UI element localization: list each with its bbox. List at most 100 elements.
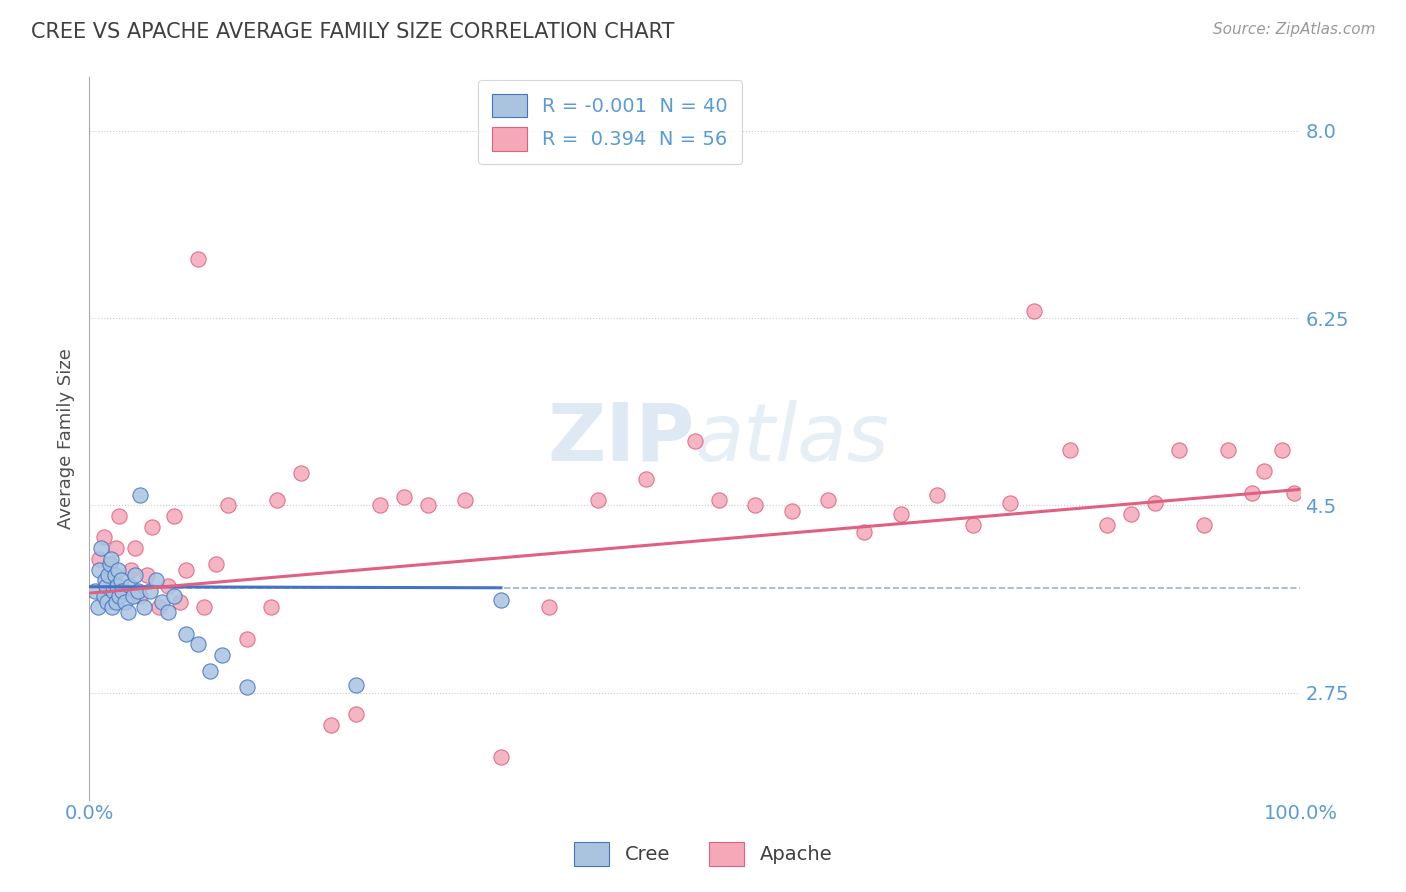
Point xyxy=(217,499,239,513)
Point xyxy=(94,579,117,593)
Point xyxy=(98,558,121,572)
Point xyxy=(110,574,132,588)
Point xyxy=(489,749,512,764)
Point xyxy=(962,517,984,532)
Point xyxy=(100,574,122,588)
Point xyxy=(266,493,288,508)
Point xyxy=(187,252,209,267)
Point xyxy=(1119,507,1142,521)
Point xyxy=(707,493,730,508)
Point xyxy=(1284,485,1306,500)
Point xyxy=(124,568,146,582)
Point xyxy=(129,590,152,604)
Point xyxy=(1022,303,1045,318)
Point xyxy=(169,595,191,609)
Point xyxy=(489,592,512,607)
Point xyxy=(1059,442,1081,457)
Point xyxy=(418,499,440,513)
Point xyxy=(1168,442,1191,457)
Point xyxy=(163,590,186,604)
Point xyxy=(163,509,186,524)
Point xyxy=(1144,496,1167,510)
Point xyxy=(121,563,143,577)
Point xyxy=(84,584,107,599)
Point xyxy=(187,638,209,652)
Text: Source: ZipAtlas.com: Source: ZipAtlas.com xyxy=(1212,22,1375,37)
Point xyxy=(890,507,912,521)
Point xyxy=(103,584,125,599)
Point xyxy=(260,600,283,615)
Point xyxy=(344,678,367,692)
Point xyxy=(998,496,1021,510)
Point xyxy=(780,504,803,518)
Point xyxy=(132,600,155,615)
Point xyxy=(86,600,108,615)
Point xyxy=(124,541,146,556)
Point xyxy=(853,525,876,540)
Point xyxy=(127,584,149,599)
Point xyxy=(174,563,197,577)
Text: atlas: atlas xyxy=(695,400,890,477)
Point xyxy=(121,590,143,604)
Point xyxy=(90,541,112,556)
Point xyxy=(114,595,136,609)
Point xyxy=(1216,442,1239,457)
Point xyxy=(683,434,706,449)
Point xyxy=(93,531,115,545)
Point xyxy=(105,579,128,593)
Point xyxy=(205,558,228,572)
Y-axis label: Average Family Size: Average Family Size xyxy=(58,348,75,529)
Point xyxy=(101,600,124,615)
Point xyxy=(87,563,110,577)
Point xyxy=(344,706,367,721)
Point xyxy=(1271,442,1294,457)
Point xyxy=(174,627,197,641)
Point xyxy=(136,568,159,582)
Legend: R = -0.001  N = 40, R =  0.394  N = 56: R = -0.001 N = 40, R = 0.394 N = 56 xyxy=(478,80,742,164)
Point xyxy=(103,568,125,582)
Point xyxy=(193,600,215,615)
Point xyxy=(156,579,179,593)
Point xyxy=(120,579,142,593)
Point xyxy=(235,632,257,647)
Point xyxy=(925,488,948,502)
Point xyxy=(453,493,475,508)
Point xyxy=(1095,517,1118,532)
Point xyxy=(104,541,127,556)
Point xyxy=(94,574,117,588)
Point xyxy=(586,493,609,508)
Point xyxy=(392,490,415,504)
Point xyxy=(138,584,160,599)
Point xyxy=(156,606,179,620)
Point xyxy=(817,493,839,508)
Point xyxy=(104,595,127,609)
Text: CREE VS APACHE AVERAGE FAMILY SIZE CORRELATION CHART: CREE VS APACHE AVERAGE FAMILY SIZE CORRE… xyxy=(31,22,675,42)
Point xyxy=(145,574,167,588)
Point xyxy=(1253,464,1275,478)
Point xyxy=(1240,485,1263,500)
Point xyxy=(141,520,163,534)
Point xyxy=(211,648,233,663)
Legend: Cree, Apache: Cree, Apache xyxy=(567,834,839,873)
Text: ZIP: ZIP xyxy=(547,400,695,477)
Point xyxy=(200,665,222,679)
Point xyxy=(114,584,136,599)
Point xyxy=(235,680,257,694)
Point xyxy=(150,595,173,609)
Point xyxy=(1192,517,1215,532)
Point xyxy=(107,563,129,577)
Point xyxy=(111,584,134,599)
Point xyxy=(108,590,131,604)
Point xyxy=(117,606,139,620)
Point xyxy=(87,552,110,566)
Point xyxy=(96,595,118,609)
Point xyxy=(97,568,120,582)
Point xyxy=(636,472,658,486)
Point xyxy=(148,600,170,615)
Point xyxy=(744,499,766,513)
Point xyxy=(538,600,561,615)
Point xyxy=(290,467,312,481)
Point xyxy=(368,499,391,513)
Point xyxy=(129,488,152,502)
Point xyxy=(100,552,122,566)
